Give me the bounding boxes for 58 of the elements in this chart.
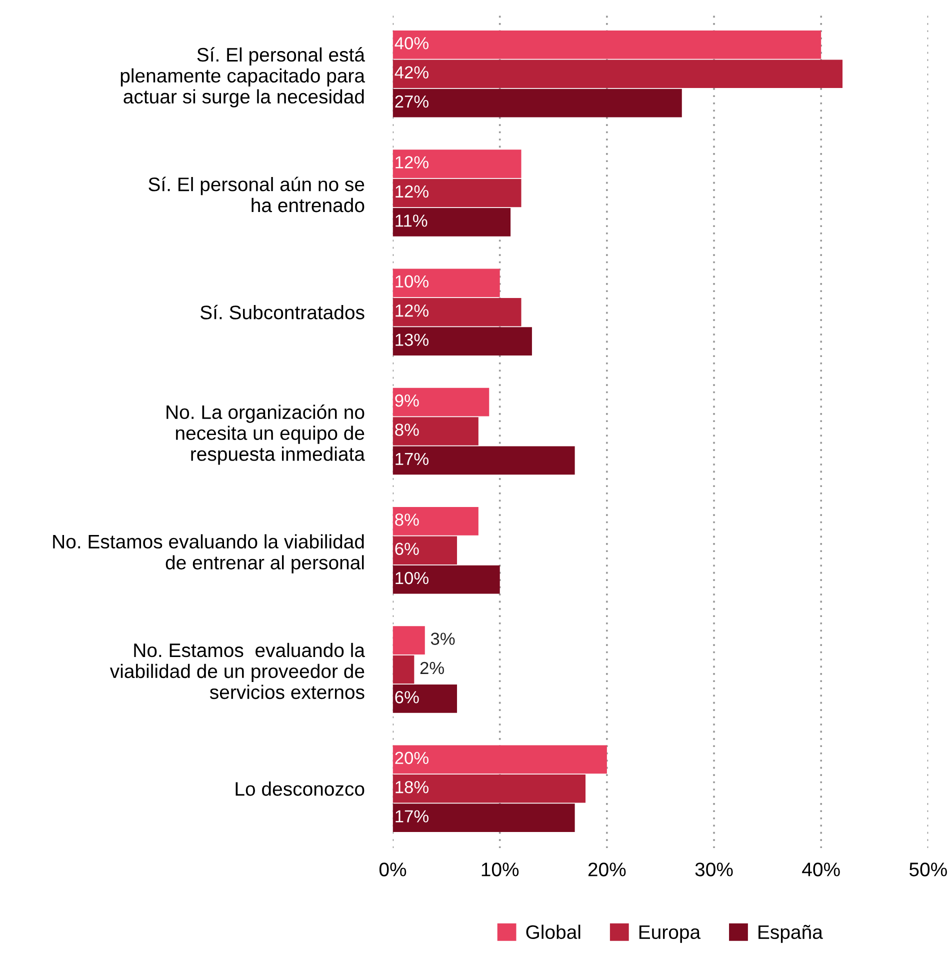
data-label: 27%: [395, 95, 428, 108]
bar: [392, 536, 458, 565]
y-tick-label: Sí. El personal está plenamente capacitado para actuar si surge la necesidad: [120, 47, 366, 108]
data-label: 6%: [395, 542, 419, 556]
data-label: 11%: [396, 214, 428, 227]
bar: [392, 178, 522, 208]
bar: [392, 150, 522, 178]
bar: [392, 327, 532, 356]
x-tick-label: 20%: [588, 862, 626, 876]
bar: [392, 507, 478, 536]
data-label: 42%: [394, 66, 428, 78]
data-label: 40%: [394, 37, 428, 50]
x-tick-label: 0%: [379, 862, 406, 876]
bar: [392, 684, 458, 713]
x-tick-label: 40%: [802, 862, 840, 876]
legend-label: Europa: [639, 925, 701, 943]
bar: [392, 208, 511, 236]
x-tick-label: 50%: [909, 862, 947, 876]
data-label: 12%: [396, 156, 428, 168]
bar: [392, 565, 500, 594]
bar: [392, 88, 682, 118]
data-label: 2%: [420, 662, 444, 674]
bar: [392, 268, 500, 298]
data-label: 3%: [430, 632, 455, 645]
data-label: 8%: [395, 514, 419, 526]
data-label: 18%: [396, 780, 428, 794]
legend-label: España: [758, 924, 823, 943]
y-tick-label: Sí. El personal aún no se ha entrenado: [148, 176, 364, 212]
y-tick-label: No. La organización no necesita un equipo de respuesta inmediata: [166, 404, 365, 465]
bar: [392, 745, 607, 774]
bar: [392, 774, 586, 803]
data-label: 12%: [396, 304, 428, 317]
data-label: 20%: [395, 752, 428, 764]
y-tick-label: No. Estamos evaluando la viabilidad de un proveedor de servicios externos: [110, 642, 365, 700]
bar: [392, 626, 425, 654]
bar: [392, 60, 843, 88]
data-label: 10%: [396, 572, 428, 584]
bar: [392, 655, 414, 684]
data-label: 12%: [396, 185, 428, 198]
data-label: 13%: [396, 334, 428, 346]
bar: [392, 30, 822, 59]
data-label: 9%: [395, 394, 419, 407]
y-tick-label: Sí. Subcontratados: [200, 304, 364, 320]
y-tick-label: Lo desconozco: [236, 782, 364, 796]
data-label: 8%: [395, 424, 419, 436]
data-label: 17%: [396, 452, 428, 466]
data-label: 17%: [396, 810, 428, 822]
x-tick-label: 10%: [482, 862, 519, 876]
bar: [392, 388, 490, 416]
data-label: 6%: [395, 691, 419, 704]
bar: [392, 417, 478, 446]
x-tick-label: 30%: [695, 862, 733, 876]
bar: [392, 804, 575, 832]
legend-label: Global: [526, 924, 580, 940]
bar: [392, 298, 522, 326]
y-tick-label: No. Estamos evaluando la viabilidad de entrenar al personal: [53, 534, 364, 574]
data-label: 10%: [396, 275, 428, 288]
bar: [392, 446, 575, 475]
